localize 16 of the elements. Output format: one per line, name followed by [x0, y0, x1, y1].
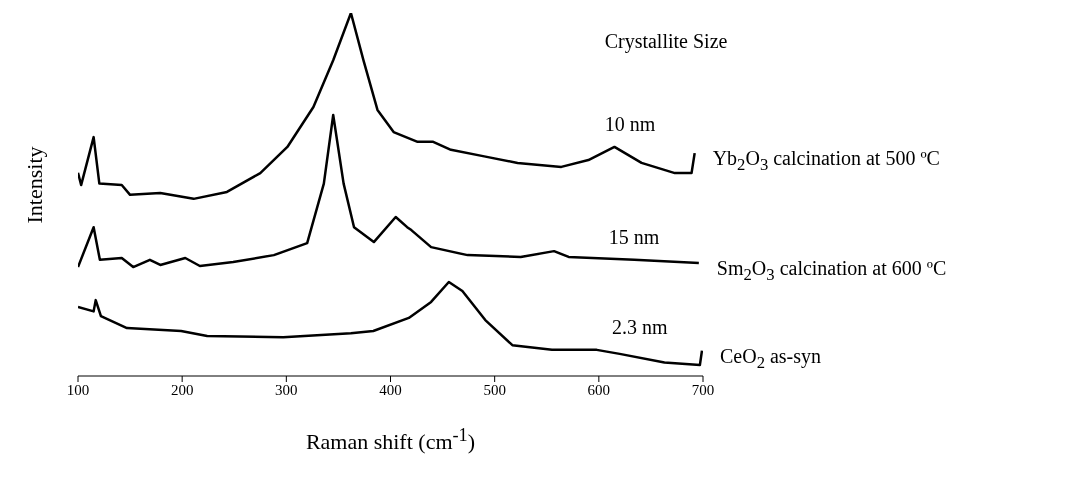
x-tick-label: 200: [170, 381, 194, 398]
annotation: 2.3 nm: [611, 315, 668, 339]
x-tick-label: 500: [483, 381, 506, 398]
series-label: Yb$_{2}$O$_{3}$ calcination at 500 ºC: [712, 147, 940, 176]
series-label: CeO$_{2}$ as-syn: [719, 344, 822, 373]
y-axis-title: Intensity: [22, 146, 48, 223]
x-tick-label: 700: [691, 381, 715, 398]
x-axis-title: Raman shift (cm$^{-1}$): [305, 425, 476, 456]
x-tick-label: 400: [379, 381, 402, 398]
annotation: 15 nm: [608, 225, 660, 249]
x-tick-label: 300: [275, 381, 298, 398]
annotation: 10 nm: [604, 112, 656, 136]
x-tick-label: 100: [66, 381, 90, 398]
x-tick-label: 600: [587, 381, 611, 398]
series-label: Sm$_{2}$O$_{3}$ calcination at 600 ºC: [716, 257, 947, 286]
annotation: Crystallite Size: [604, 30, 728, 53]
